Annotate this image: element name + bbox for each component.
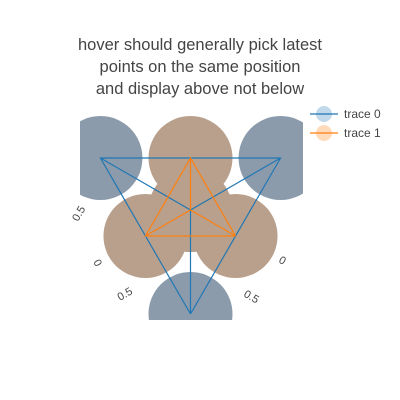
tick-label-bottom-0.5: 0.5 [116,286,135,304]
legend-item-trace-1[interactable]: trace 1 [310,125,381,141]
chart-title-line-2: points on the same position [100,58,301,76]
chart-title-line-1: hover should generally pick latest [78,36,322,54]
line-layer [99,156,282,315]
legend-label-trace-1: trace 1 [344,126,381,140]
legend: trace 0 trace 1 [310,106,381,141]
tick-label-left-0: 0 [90,258,103,269]
legend-marker-trace-0 [316,106,332,122]
tick-label-right-0: 0 [277,254,288,267]
legend-item-trace-0[interactable]: trace 0 [310,106,381,122]
legend-label-trace-0: trace 0 [344,107,381,121]
series-line-trace-1 [144,156,237,237]
tick-label-left-0.5: 0.5 [70,204,88,223]
legend-marker-trace-1 [316,125,332,141]
chart-title-line-3: and display above not below [96,80,304,98]
tick-label-right-0.5: 0.5 [242,288,261,306]
ternary-plot-area[interactable] [58,116,322,356]
chart-title: hover should generally pick latest point… [78,36,322,98]
